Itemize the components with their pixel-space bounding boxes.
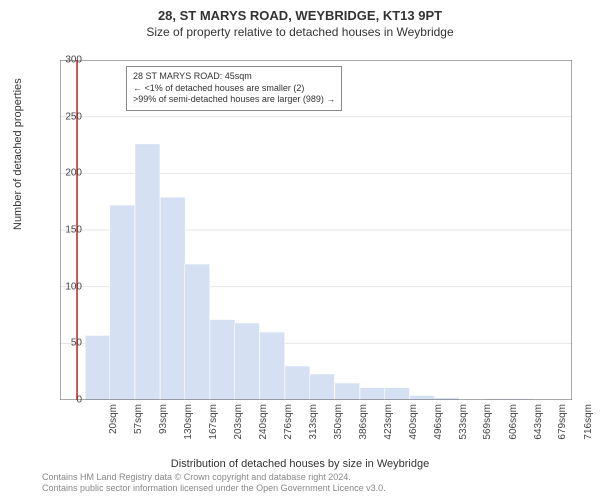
attribution-line1: Contains HM Land Registry data © Crown c… [42, 472, 386, 483]
x-tick-label: 643sqm [533, 404, 544, 454]
x-tick-label: 350sqm [333, 404, 344, 454]
x-tick-label: 313sqm [308, 404, 319, 454]
y-tick-label: 50 [48, 338, 82, 349]
y-tick-label: 150 [48, 225, 82, 236]
x-tick-label: 460sqm [408, 404, 419, 454]
y-tick-label: 300 [48, 55, 82, 66]
y-tick-label: 250 [48, 111, 82, 122]
x-tick-label: 569sqm [482, 404, 493, 454]
x-tick-label: 20sqm [108, 404, 119, 454]
x-tick-label: 679sqm [557, 404, 568, 454]
x-tick-label: 386sqm [358, 404, 369, 454]
x-tick-label: 203sqm [233, 404, 244, 454]
x-tick-label: 167sqm [208, 404, 219, 454]
x-tick-label: 276sqm [283, 404, 294, 454]
x-tick-label: 130sqm [183, 404, 194, 454]
annotation-line1: 28 ST MARYS ROAD: 45sqm [133, 71, 335, 83]
y-tick-label: 200 [48, 168, 82, 179]
x-tick-label: 716sqm [583, 404, 594, 454]
x-tick-label: 57sqm [133, 404, 144, 454]
annotation-box: 28 ST MARYS ROAD: 45sqm ← <1% of detache… [126, 66, 342, 111]
x-axis-label: Distribution of detached houses by size … [0, 458, 600, 470]
y-tick-label: 0 [48, 395, 82, 406]
x-tick-label: 496sqm [433, 404, 444, 454]
chart-subtitle: Size of property relative to detached ho… [0, 25, 600, 39]
x-tick-label: 93sqm [158, 404, 169, 454]
annotation-line3: >99% of semi-detached houses are larger … [133, 94, 335, 106]
chart-title-address: 28, ST MARYS ROAD, WEYBRIDGE, KT13 9PT [0, 8, 600, 23]
y-axis-label: Number of detached properties [12, 78, 24, 230]
x-tick-label: 606sqm [508, 404, 519, 454]
x-tick-label: 240sqm [258, 404, 269, 454]
attribution: Contains HM Land Registry data © Crown c… [42, 472, 386, 495]
y-tick-label: 100 [48, 281, 82, 292]
x-tick-label: 423sqm [383, 404, 394, 454]
attribution-line2: Contains public sector information licen… [42, 483, 386, 494]
x-tick-label: 533sqm [458, 404, 469, 454]
annotation-line2: ← <1% of detached houses are smaller (2) [133, 83, 335, 95]
